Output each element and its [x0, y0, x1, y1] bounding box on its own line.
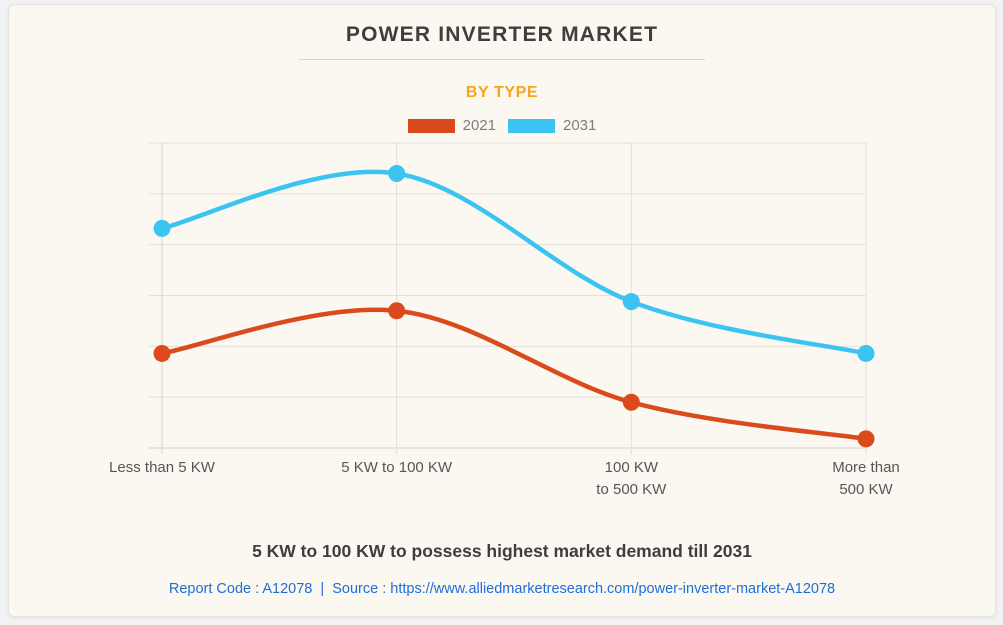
chart-subtitle: BY TYPE — [465, 84, 539, 101]
data-point-2031-1[interactable] — [153, 219, 171, 237]
legend-swatch-2021 — [407, 118, 455, 133]
legend-item-2021[interactable]: 2021 — [407, 117, 496, 134]
data-point-2031-3[interactable] — [622, 293, 640, 311]
chart-title: POWER INVERTER MARKET — [345, 23, 659, 46]
series-line-2031 — [159, 169, 869, 356]
chart-card: POWER INVERTER MARKET BY TYPE 2021 2031 … — [8, 4, 996, 617]
legend-swatch-2031 — [508, 118, 555, 133]
report-source-link[interactable]: Report Code : A12078 | Source : https://… — [168, 581, 836, 597]
data-point-2021-4[interactable] — [857, 430, 875, 448]
data-point-2021-1[interactable] — [153, 344, 171, 362]
series-line-2021 — [159, 307, 869, 442]
title-divider — [299, 59, 705, 60]
data-point-2031-2[interactable] — [388, 165, 406, 182]
line-chart[interactable] — [9, 5, 995, 616]
legend-item-2031[interactable]: 2031 — [508, 117, 596, 134]
legend-label-2021: 2021 — [462, 117, 496, 134]
legend-label-2031: 2031 — [563, 117, 597, 134]
legend: 2021 2031 — [9, 117, 995, 134]
data-point-2021-2[interactable] — [388, 302, 406, 320]
data-point-2021-3[interactable] — [622, 393, 640, 411]
data-point-2031-4[interactable] — [857, 344, 875, 362]
insight-headline: 5 KW to 100 KW to possess highest market… — [252, 541, 752, 561]
